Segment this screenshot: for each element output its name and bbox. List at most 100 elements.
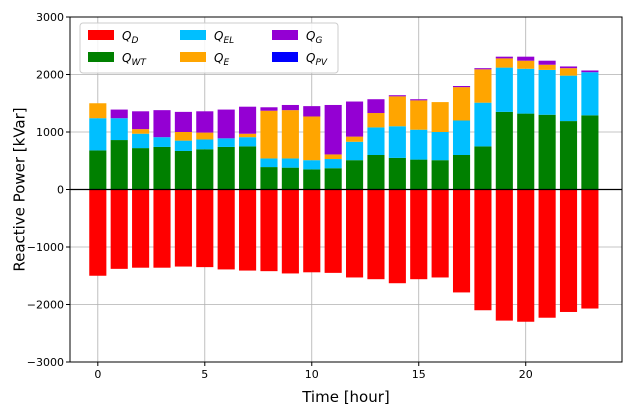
legend-box [79, 22, 339, 74]
x-tick-label: 15 [412, 368, 426, 381]
bar-Q-E-20 [517, 60, 535, 69]
bar-Q-D-17 [452, 189, 471, 293]
y-tick-label: 2000 [36, 69, 64, 82]
legend-item-Q-EL: QEL [180, 29, 234, 46]
bar-Q-WT-15 [410, 159, 428, 190]
bar-Q-WT-23 [581, 115, 599, 190]
bar-Q-G-9 [281, 104, 299, 111]
y-tick-label: −3000 [27, 356, 64, 369]
bar-Q-WT-2 [132, 148, 150, 190]
bar-Q-D-7 [239, 189, 257, 271]
legend-label: QE [214, 51, 229, 68]
bar-Q-WT-1 [110, 140, 128, 190]
legend-swatch [88, 52, 114, 62]
bar-Q-EL-1 [110, 118, 128, 141]
x-tick-label: 0 [94, 368, 101, 381]
bar-Q-EL-17 [452, 120, 471, 155]
bar-Q-D-4 [174, 189, 192, 267]
bar-Q-E-22 [559, 68, 578, 76]
bar-Q-E-15 [410, 100, 428, 130]
bar-Q-E-19 [495, 58, 513, 68]
y-tick-label: 1000 [36, 126, 64, 139]
bar-Q-G-13 [367, 99, 385, 114]
bar-Q-WT-9 [281, 167, 299, 190]
bar-Q-G-3 [153, 110, 171, 138]
bar-Q-WT-3 [153, 146, 171, 190]
bar-Q-WT-19 [495, 111, 513, 190]
legend-item-Q-E: QE [180, 51, 229, 68]
bar-Q-G-6 [217, 109, 235, 139]
bar-Q-EL-5 [196, 139, 214, 150]
bar-Q-G-23 [581, 70, 599, 73]
bar-Q-D-20 [517, 189, 535, 322]
bar-Q-E-16 [431, 102, 449, 132]
y-axis-label: Reactive Power [kVar] [11, 107, 29, 271]
legend-swatch [180, 30, 206, 40]
x-tick-label: 5 [201, 368, 208, 381]
bar-Q-E-4 [174, 132, 192, 141]
bar-Q-D-11 [324, 189, 342, 273]
bar-Q-EL-14 [388, 126, 406, 158]
bar-Q-G-18 [474, 68, 492, 70]
legend-swatch [180, 52, 206, 62]
bar-Q-WT-14 [388, 157, 406, 190]
bar-Q-EL-0 [89, 118, 107, 151]
bar-Q-G-17 [452, 86, 471, 88]
bar-Q-G-1 [110, 109, 128, 119]
bar-Q-EL-11 [324, 159, 342, 169]
x-tick-label: 20 [519, 368, 533, 381]
bar-Q-G-7 [239, 106, 257, 134]
bar-Q-WT-17 [452, 155, 471, 190]
bar-Q-G-22 [559, 66, 578, 69]
bar-Q-EL-22 [559, 75, 578, 122]
bar-Q-D-12 [346, 189, 364, 278]
bar-Q-WT-11 [324, 168, 342, 190]
bar-Q-G-2 [132, 111, 150, 130]
bar-Q-EL-19 [495, 67, 513, 112]
bar-Q-EL-18 [474, 102, 492, 147]
bar-Q-D-8 [260, 189, 278, 272]
bar-Q-EL-8 [260, 158, 278, 168]
legend-item-Q-PV: QPV [272, 51, 328, 68]
bar-Q-EL-9 [281, 158, 299, 168]
legend-item-Q-G: QG [272, 29, 322, 46]
legend-label: QG [306, 29, 322, 46]
bar-Q-WT-0 [89, 150, 107, 190]
bar-Q-D-14 [388, 189, 406, 284]
bar-Q-WT-22 [559, 121, 578, 190]
legend-item-Q-D: QD [88, 29, 138, 46]
bar-Q-WT-21 [538, 114, 556, 190]
bar-Q-EL-21 [538, 69, 556, 115]
y-tick-label: −1000 [27, 241, 64, 254]
bar-Q-E-7 [239, 133, 257, 138]
bar-Q-E-8 [260, 110, 278, 159]
bar-Q-WT-8 [260, 167, 278, 190]
bar-Q-WT-10 [303, 169, 321, 190]
bar-Q-D-5 [196, 189, 214, 268]
legend-label: QWT [122, 51, 147, 68]
bar-Q-EL-3 [153, 137, 171, 147]
bar-Q-EL-12 [346, 141, 364, 161]
bar-Q-WT-6 [217, 146, 235, 190]
bar-Q-E-18 [474, 69, 492, 103]
bar-Q-D-6 [217, 189, 235, 270]
y-tick-label: 0 [57, 184, 64, 197]
bar-Q-EL-4 [174, 140, 192, 151]
bar-Q-E-21 [538, 64, 556, 70]
bar-Q-EL-6 [217, 138, 235, 147]
bar-Q-G-8 [260, 107, 278, 111]
bar-Q-G-10 [303, 106, 321, 117]
bar-Q-WT-5 [196, 149, 214, 190]
bar-Q-G-15 [410, 99, 428, 101]
bar-Q-E-17 [452, 87, 471, 121]
bar-Q-E-12 [346, 136, 364, 142]
bar-Q-D-18 [474, 189, 492, 311]
bar-Q-D-19 [495, 189, 513, 321]
bar-Q-D-13 [367, 189, 385, 280]
bar-Q-E-2 [132, 129, 150, 134]
bar-Q-G-5 [196, 111, 214, 133]
bar-Q-D-22 [559, 189, 578, 312]
bar-Q-D-9 [281, 189, 299, 274]
legend-swatch [272, 52, 298, 62]
bar-Q-EL-2 [132, 133, 150, 149]
